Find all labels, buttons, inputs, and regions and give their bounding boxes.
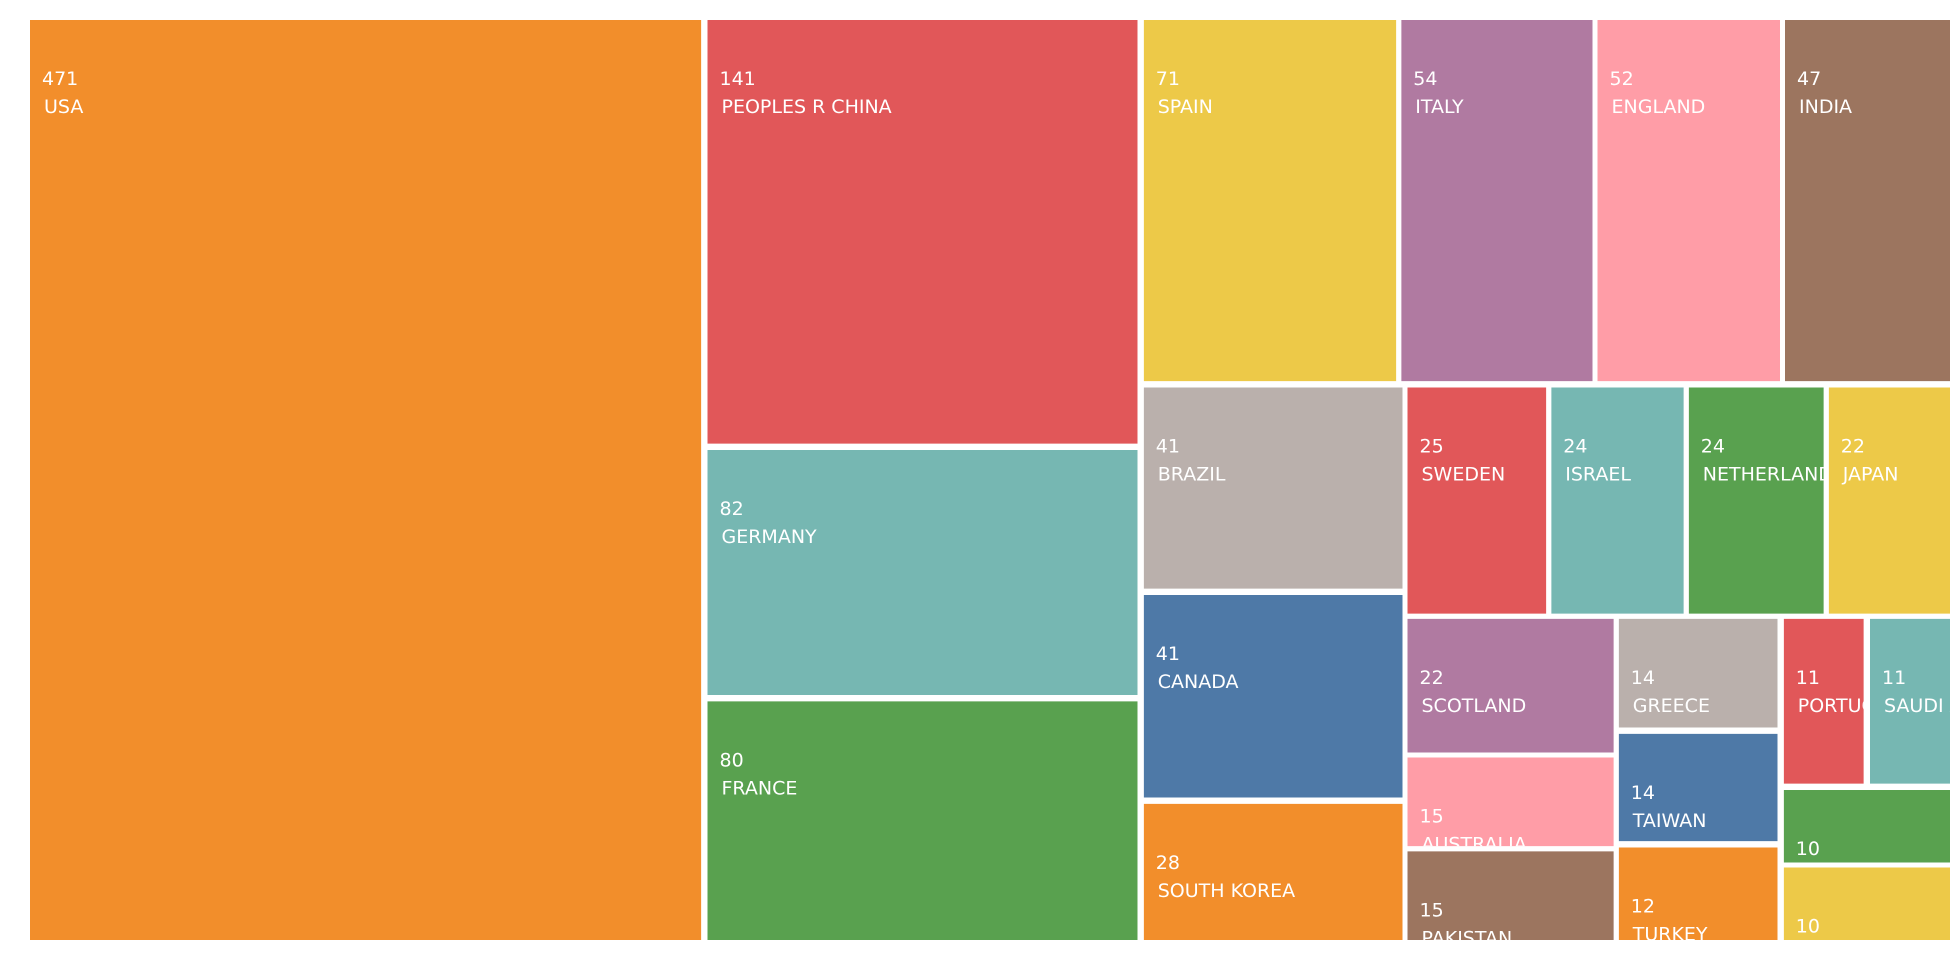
tile-rect: [1407, 851, 1614, 940]
tile-value: 15: [1420, 806, 1444, 828]
tile-rect: [30, 20, 702, 940]
tile-rect: [707, 450, 1138, 695]
tile-rect: [1785, 20, 1950, 382]
tile-rect: [1143, 387, 1403, 589]
tile: 28 SOUTH KOREA: [1143, 803, 1403, 940]
tile-label: PEOPLES R CHINA: [722, 96, 892, 118]
tile-value: 22: [1841, 436, 1865, 458]
tile: 41 BRAZIL: [1143, 387, 1403, 589]
tile-label: NETHERLANDS: [1703, 464, 1845, 486]
tile-label: ENGLAND: [1612, 96, 1706, 118]
tile: 41 CANADA: [1143, 595, 1403, 798]
tile-rect: [1783, 867, 1950, 940]
tile-value: 15: [1420, 899, 1444, 921]
tile-value: 24: [1563, 436, 1587, 458]
tile: 471 USA: [30, 20, 702, 940]
tile-label: AUSTRALIA: [1422, 834, 1527, 856]
tile-label: SWEDEN: [1422, 464, 1506, 486]
tile-label: SCOTLAND: [1422, 695, 1527, 717]
tile-value: 52: [1610, 68, 1634, 90]
tile: 71 SPAIN: [1143, 20, 1397, 382]
tile-label: INDIA: [1799, 96, 1852, 118]
tile: 12 TURKEY: [1618, 847, 1778, 946]
tile-value: 25: [1420, 436, 1444, 458]
tile-rect: [1870, 618, 1950, 784]
tile-rect: [1407, 387, 1547, 614]
tile-value: 14: [1631, 667, 1655, 689]
tile-value: 141: [720, 68, 756, 90]
tile-label: GREECE: [1633, 695, 1710, 717]
tile-value: 54: [1413, 68, 1437, 90]
tile-label: SPAIN: [1158, 96, 1213, 118]
tile-value: 24: [1701, 436, 1725, 458]
tile: 15 AUSTRALIA: [1407, 757, 1614, 856]
tile-rect: [1783, 618, 1864, 784]
tile: 14 TAIWAN: [1618, 733, 1778, 842]
tile-rect: [1143, 20, 1397, 382]
tile: 25 SWEDEN: [1407, 387, 1547, 614]
tile: 11 PORTUGAL: [1783, 618, 1900, 784]
tile-rect: [1597, 20, 1780, 382]
tile: 54 ITALY: [1401, 20, 1593, 382]
tile-label: SAUDI ARABIA: [1884, 695, 1960, 717]
tile-label: USA: [44, 96, 83, 118]
tile-label: FRANCE: [722, 777, 798, 799]
tile: 47 INDIA: [1785, 20, 1950, 382]
tile: 22 SCOTLAND: [1407, 618, 1614, 753]
tile: 10: [1783, 790, 1950, 863]
tile-rect: [1618, 847, 1778, 940]
tile-value: 47: [1797, 68, 1821, 90]
tile: 24 NETHERLANDS: [1688, 387, 1845, 614]
tile-value: 41: [1156, 436, 1180, 458]
tile-value: 11: [1796, 667, 1820, 689]
tile-value: 12: [1631, 896, 1655, 918]
tile: 22 JAPAN: [1828, 387, 1950, 614]
tile-value: 10: [1796, 916, 1820, 938]
tile-rect: [1407, 618, 1614, 753]
tile-value: 82: [720, 498, 744, 520]
tile-label: SOUTH KOREA: [1158, 880, 1295, 902]
tile: 82 GERMANY: [707, 450, 1138, 695]
tile: 10: [1783, 867, 1950, 940]
tile-value: 22: [1420, 667, 1444, 689]
tile: 15 PAKISTAN: [1407, 851, 1614, 949]
tile-value: 10: [1796, 838, 1820, 860]
tile-value: 28: [1156, 852, 1180, 874]
tile-rect: [1828, 387, 1950, 614]
tile-value: 71: [1156, 68, 1180, 90]
tile-label: CANADA: [1158, 671, 1239, 693]
tile-value: 41: [1156, 643, 1180, 665]
tile-rect: [1551, 387, 1684, 614]
tile-rect: [707, 701, 1138, 940]
tile-rect: [1618, 618, 1778, 728]
tile-rect: [1407, 757, 1614, 847]
tile-label: PAKISTAN: [1422, 927, 1513, 949]
tile-rect: [1783, 790, 1950, 863]
tile: 52 ENGLAND: [1597, 20, 1780, 382]
tile-rect: [1143, 595, 1403, 798]
tile-label: JAPAN: [1842, 464, 1899, 486]
tile-label: ISRAEL: [1565, 464, 1631, 486]
tile-value: 14: [1631, 782, 1655, 804]
tile-rect: [1618, 733, 1778, 842]
tile-value: 80: [720, 749, 744, 771]
tile-label: TAIWAN: [1632, 810, 1707, 832]
tile: 141 PEOPLES R CHINA: [707, 20, 1138, 444]
tile-rect: [1401, 20, 1593, 382]
tile-label: GERMANY: [722, 526, 818, 548]
tile-rect: [1688, 387, 1824, 614]
tile-label: PORTUGAL: [1798, 695, 1900, 717]
tile-label: ITALY: [1415, 96, 1464, 118]
tile: 24 ISRAEL: [1551, 387, 1684, 614]
tile-value: 471: [42, 68, 78, 90]
tile-label: BRAZIL: [1158, 464, 1226, 486]
tile-rect: [1143, 803, 1403, 940]
tile-rect: [707, 20, 1138, 444]
tile-label: TURKEY: [1632, 924, 1708, 946]
tile: 14 GREECE: [1618, 618, 1778, 728]
tile: 80 FRANCE: [707, 701, 1138, 940]
tile-value: 11: [1882, 667, 1906, 689]
tile: 11 SAUDI ARABIA: [1870, 618, 1960, 784]
